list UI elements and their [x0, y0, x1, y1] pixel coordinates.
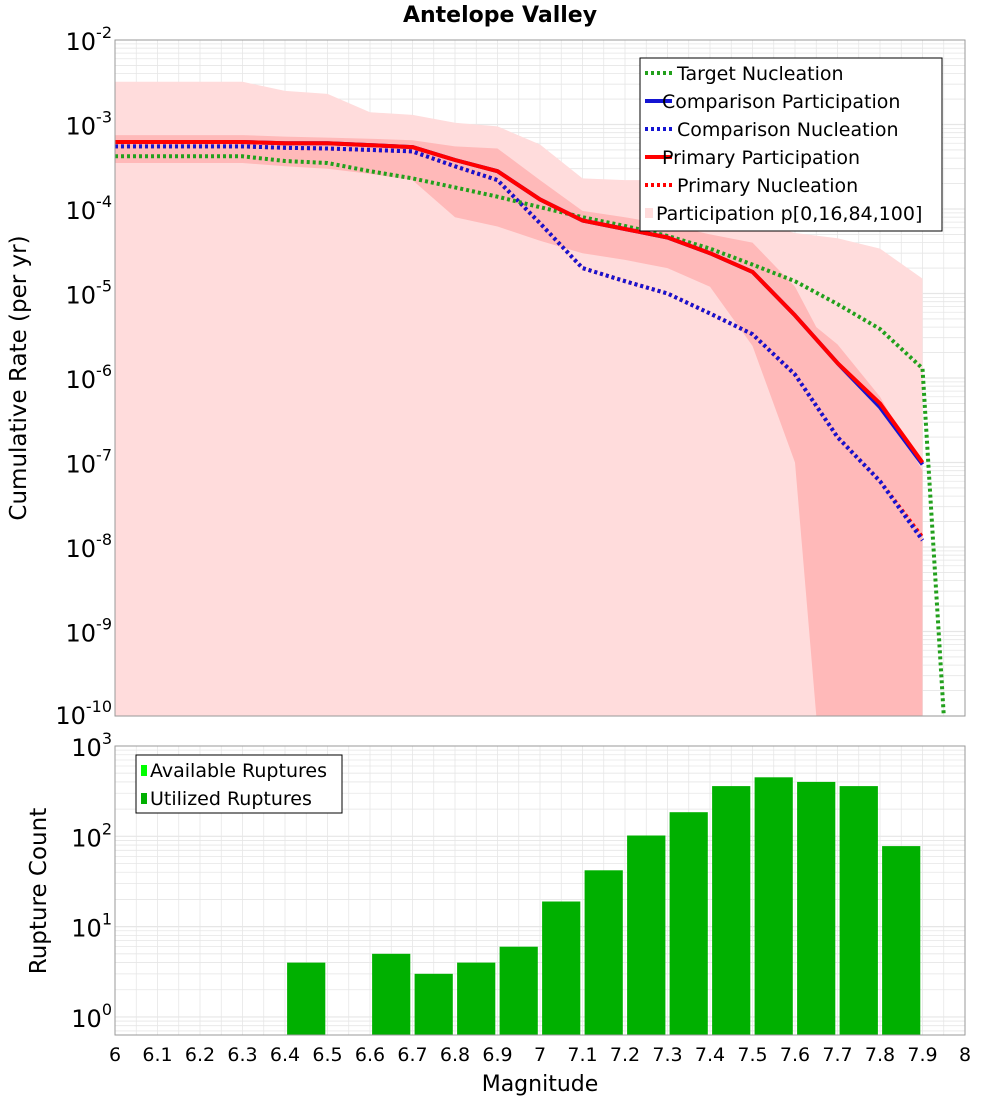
x-tick-label: 8	[959, 1044, 971, 1066]
legend-label: Primary Participation	[662, 147, 860, 169]
bottom-legend: Available Ruptures Utilized Ruptures	[135, 754, 343, 814]
rupture-bar	[669, 812, 708, 1035]
legend-swatch	[141, 793, 147, 804]
x-tick-label: 6.6	[355, 1044, 385, 1066]
bottom-y-tick-label: 102	[71, 819, 112, 852]
bottom-y-tick-label: 103	[71, 729, 112, 762]
legend-label: Target Nucleation	[676, 63, 844, 85]
top-y-tick-label: 10-6	[66, 361, 113, 394]
x-tick-label: 6.7	[397, 1044, 427, 1066]
x-tick-label: 6.8	[440, 1044, 470, 1066]
rupture-bar	[712, 786, 751, 1035]
bottom-y-tick-label: 100	[71, 1000, 112, 1033]
x-tick-label: 6.2	[185, 1044, 215, 1066]
series-line-primary-participation	[115, 140, 925, 464]
x-tick-label: 7.1	[567, 1044, 597, 1066]
bottom-y-tick-label: 101	[71, 910, 112, 943]
legend-swatch	[645, 208, 653, 218]
rate-lines	[115, 140, 946, 717]
top-y-tick-label: 10-8	[66, 530, 113, 563]
x-tick-label: 6.3	[227, 1044, 257, 1066]
x-tick-label: 7.9	[907, 1044, 937, 1066]
top-legend-box	[639, 57, 943, 232]
rupture-bar	[627, 835, 666, 1035]
bottom-y-axis-label: Rupture Count	[26, 808, 52, 974]
legend-label: Comparison Nucleation	[677, 119, 899, 141]
legend-label: Comparison Participation	[662, 91, 900, 113]
x-tick-label: 6.4	[270, 1044, 300, 1066]
x-tick-label: 7.7	[822, 1044, 852, 1066]
x-tick-labels: 6 6.1 6.2 6.3 6.4 6.5 6.6 6.7 6.8 6.9 7 7.1 7.2 7.3 7.…	[109, 1044, 971, 1066]
legend-swatch	[141, 765, 147, 776]
legend-label: Utilized Ruptures	[150, 788, 312, 810]
top-y-tick-label: 10-3	[66, 108, 113, 141]
x-axis-label: Magnitude	[482, 1072, 599, 1097]
top-y-tick-labels: 10-2 10-3 10-4 10-5 10-6 10-7 10-8 10-9 10-10	[55, 23, 112, 730]
legend-label: Primary Nucleation	[677, 175, 858, 197]
x-tick-label: 6.1	[142, 1044, 172, 1066]
top-legend: Target Nucleation Comparison Participatio…	[639, 57, 943, 232]
rupture-bar	[797, 781, 836, 1035]
x-tick-label: 6.9	[482, 1044, 512, 1066]
series-line-target-nucleation	[115, 154, 946, 717]
rupture-bar	[414, 973, 453, 1035]
rupture-bar	[287, 962, 326, 1035]
x-tick-label: 6	[109, 1044, 121, 1066]
band-p16-p84	[115, 135, 923, 717]
top-y-tick-label: 10-5	[66, 277, 113, 310]
rupture-bar	[542, 901, 581, 1035]
rupture-bar	[754, 777, 793, 1035]
x-tick-label: 7.2	[610, 1044, 640, 1066]
top-y-tick-label: 10-9	[66, 615, 113, 648]
rupture-bar	[457, 962, 496, 1035]
bottom-plot: 103 102 101 100 6 6.1 6.2 6.3 6.4 6.5 6.6 6.7 6.8 6.…	[26, 729, 971, 1097]
x-tick-label: 7.6	[780, 1044, 810, 1066]
x-tick-label: 7.5	[737, 1044, 767, 1066]
top-y-axis-label: Cumulative Rate (per yr)	[6, 235, 32, 520]
legend-label: Available Ruptures	[150, 760, 327, 782]
top-y-tick-label: 10-7	[66, 446, 113, 479]
rupture-bar	[584, 870, 623, 1035]
rupture-bar	[882, 846, 921, 1035]
top-y-tick-label: 10-4	[66, 192, 113, 225]
rupture-bar	[499, 946, 538, 1035]
x-tick-label: 7.3	[652, 1044, 682, 1066]
bottom-plot-frame	[114, 745, 966, 1036]
top-plot: 10-2 10-3 10-4 10-5 10-6 10-7 10-8 10-9 10-10 Cu…	[6, 23, 966, 730]
x-tick-label: 7	[534, 1044, 546, 1066]
top-plot-frame	[114, 39, 966, 717]
legend-label: Participation p[0,16,84,100]	[656, 203, 922, 225]
rupture-bar	[372, 953, 411, 1035]
top-y-tick-label: 10-10	[55, 697, 112, 730]
x-tick-label: 7.8	[865, 1044, 895, 1066]
x-tick-label: 6.5	[312, 1044, 342, 1066]
series-line-comparison-nucleation	[115, 144, 925, 542]
percentile-bands	[115, 81, 923, 717]
rupture-bars	[287, 777, 921, 1035]
chart-title: Antelope Valley	[403, 3, 597, 28]
rupture-bar	[839, 786, 878, 1035]
x-tick-label: 7.4	[695, 1044, 725, 1066]
bottom-y-tick-labels: 103 102 101 100	[71, 729, 112, 1033]
bottom-legend-box	[135, 754, 343, 814]
top-y-tick-label: 10-2	[66, 23, 113, 56]
